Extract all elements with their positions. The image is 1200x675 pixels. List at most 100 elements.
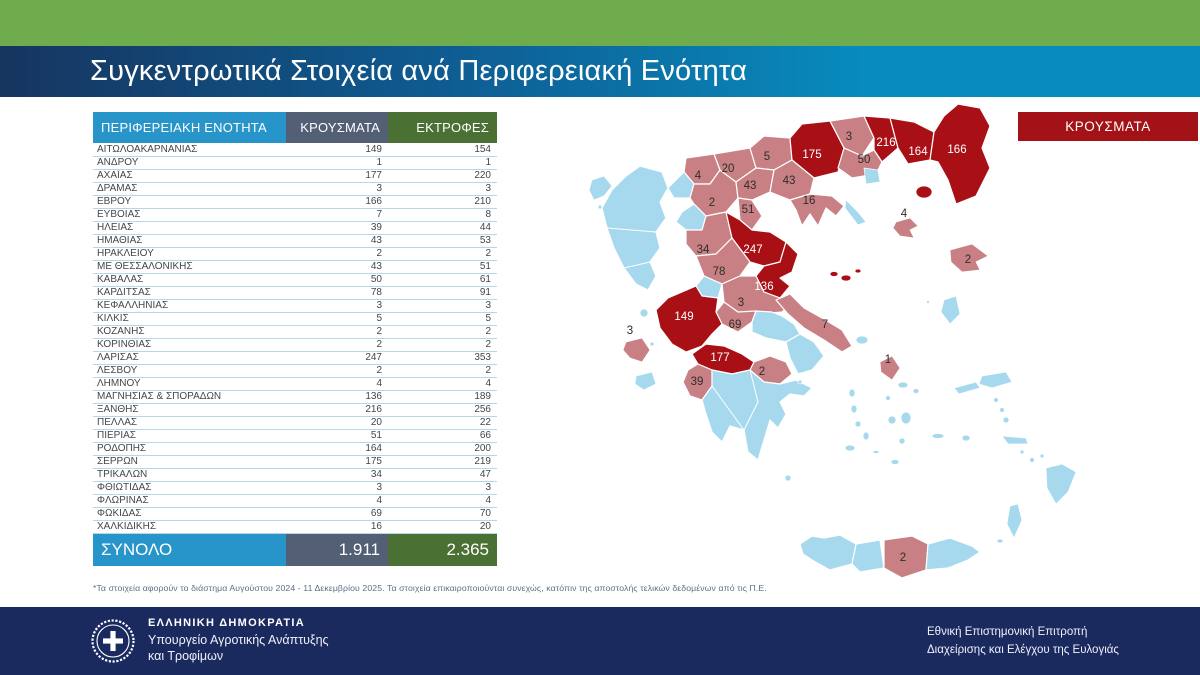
cases-value-cell: 175 [286, 455, 388, 469]
region-kasos [996, 538, 1004, 544]
cases-value-cell: 5 [286, 312, 388, 326]
region-name-cell: ΧΑΛΚΙΔΙΚΗΣ [93, 520, 286, 534]
map-value-label: 39 [691, 376, 704, 388]
committee-line1: Εθνική Επιστημονική Επιτροπή [927, 626, 1088, 638]
region-astypalea [961, 434, 971, 442]
table-row: ΡΟΔΟΠΗΣ 164 200 [93, 442, 497, 456]
map-value-label: 4 [901, 208, 908, 220]
table-row: ΗΛΕΙΑΣ 39 44 [93, 221, 497, 235]
region-name-cell: ΛΑΡΙΣΑΣ [93, 351, 286, 365]
region-limnou [892, 217, 919, 239]
region-name-cell: ΚΑΡΔΙΤΣΑΣ [93, 286, 286, 300]
region-voiotias [751, 310, 801, 343]
farms-value-cell: 220 [388, 169, 497, 183]
region-evias [775, 293, 853, 353]
region-border [606, 227, 657, 233]
map-value-label: 3 [738, 297, 744, 309]
region-paxoi [597, 204, 603, 210]
cases-value-cell: 177 [286, 169, 388, 183]
region-name-cell: ΛΗΜΝΟΥ [93, 377, 286, 391]
region-sporades-island [840, 274, 852, 282]
region-dramas [829, 115, 875, 157]
region-name-cell: ΤΡΙΚΑΛΩΝ [93, 468, 286, 482]
region-name-cell: ΦΘΙΩΤΙΔΑΣ [93, 481, 286, 495]
ministry-brand: ΕΛΛΗΝΙΚΗ ΔΗΜΟΚΡΑΤΙΑ Υπουργείο Αγροτικής … [148, 617, 329, 665]
table-body: ΑΙΤΩΛΟΑΚΑΡΝΑΝΙΑΣ 149 154 ΑΝΔΡΟΥ 1 1 ΑΧΑΪΑΣ 177 2… [93, 143, 497, 534]
region-name-cell: ΠΕΛΛΑΣ [93, 416, 286, 430]
table-row: ΜΕ ΘΕΣΣΑΛΟΝΙΚΗΣ 43 51 [93, 260, 497, 274]
region-name-cell: ΗΜΑΘΙΑΣ [93, 234, 286, 248]
region-border [711, 385, 745, 431]
regional-data-table: ΠΕΡΙΦΕΡΕΙΑΚΗ ΕΝΟΤΗΤΑ ΚΡΟΥΣΜΑΤΑ ΕΚΤΡΟΦΕΣ … [93, 112, 497, 566]
region-kefallinias [622, 337, 651, 363]
region-name-cell: ΔΡΑΜΑΣ [93, 182, 286, 196]
emblem-ring-icon [96, 624, 130, 658]
region-psara [926, 300, 930, 304]
region-chalkidikis [789, 193, 845, 227]
map-value-label: 69 [729, 319, 742, 331]
farms-value-cell: 256 [388, 403, 497, 417]
table-row: ΚΟΡΙΝΘΙΑΣ 2 2 [93, 338, 497, 352]
region-chiou [940, 295, 961, 325]
hellenic-republic-emblem [91, 619, 135, 663]
region-lefkadas [639, 308, 649, 318]
column-header-regional-unit: ΠΕΡΙΦΕΡΕΙΑΚΗ ΕΝΟΤΗΤΑ [93, 112, 286, 143]
region-border [743, 369, 759, 431]
farms-value-cell: 91 [388, 286, 497, 300]
map-value-label: 43 [783, 175, 796, 187]
farms-value-cell: 51 [388, 260, 497, 274]
region-name-cell: ΞΑΝΘΗΣ [93, 403, 286, 417]
farms-value-cell: 3 [388, 182, 497, 196]
farms-value-cell: 2 [388, 325, 497, 339]
table-header-row: ΠΕΡΙΦΕΡΕΙΑΚΗ ΕΝΟΤΗΤΑ ΚΡΟΥΣΜΑΤΑ ΕΚΤΡΟΦΕΣ [93, 112, 497, 143]
region-sporades-island [854, 268, 862, 274]
table-row: ΠΕΛΛΑΣ 20 22 [93, 416, 497, 430]
region-kerkyras [588, 175, 613, 201]
map-value-label: 2 [965, 254, 971, 266]
cases-value-cell: 4 [286, 494, 388, 508]
cases-value-cell: 50 [286, 273, 388, 287]
region-folegandros [872, 450, 880, 454]
cases-value-cell: 4 [286, 377, 388, 391]
farms-value-cell: 2 [388, 338, 497, 352]
cases-value-cell: 43 [286, 234, 388, 248]
farms-value-cell: 210 [388, 195, 497, 209]
farms-value-cell: 154 [388, 143, 497, 157]
region-tinos [897, 381, 909, 389]
region-amorgos [931, 433, 945, 439]
table-row: ΚΟΖΑΝΗΣ 2 2 [93, 325, 497, 339]
region-ikarias [953, 381, 981, 395]
table-row: ΚΕΦΑΛΛΗΝΙΑΣ 3 3 [93, 299, 497, 313]
map-value-label: 20 [722, 163, 735, 175]
region-sporades-island [829, 271, 839, 277]
farms-value-cell: 44 [388, 221, 497, 235]
farms-value-cell: 2 [388, 364, 497, 378]
farms-value-cell: 219 [388, 455, 497, 469]
ministry-name-line1: Υπουργείο Αγροτικής Ανάπτυξης [148, 633, 329, 647]
region-name-cell: ΦΩΚΙΔΑΣ [93, 507, 286, 521]
map-value-label: 3 [627, 325, 633, 337]
region-name-cell: ΗΛΕΙΑΣ [93, 221, 286, 235]
region-name-cell: ΑΝΔΡΟΥ [93, 156, 286, 170]
map-value-label: 50 [858, 154, 871, 166]
committee-line2: Διαχείρισης και Ελέγχου της Ευλογιάς [927, 643, 1119, 656]
map-value-label: 149 [674, 311, 693, 323]
region-lasithiou [925, 537, 981, 571]
farms-value-cell: 53 [388, 234, 497, 248]
region-name-cell: ΚΑΒΑΛΑΣ [93, 273, 286, 287]
region-epirus [601, 165, 669, 291]
map-value-label: 51 [742, 204, 755, 216]
total-label: ΣΥΝΟΛΟ [93, 533, 286, 566]
total-farms-value: 2.365 [388, 533, 497, 566]
region-peloponnese-rest [701, 369, 813, 461]
region-name-cell: ΑΙΤΩΛΟΑΚΑΡΝΑΝΙΑΣ [93, 143, 286, 157]
map-value-label: 1 [885, 354, 891, 366]
map-value-label: 166 [947, 144, 966, 156]
region-name-cell: ΚΙΛΚΙΣ [93, 312, 286, 326]
table-row: ΤΡΙΚΑΛΩΝ 34 47 [93, 468, 497, 482]
cases-value-cell: 164 [286, 442, 388, 456]
farms-value-cell: 353 [388, 351, 497, 365]
region-milos [844, 444, 856, 452]
total-cases-value: 1.911 [286, 533, 388, 566]
region-name-cell: ΗΡΑΚΛΕΙΟΥ [93, 247, 286, 261]
